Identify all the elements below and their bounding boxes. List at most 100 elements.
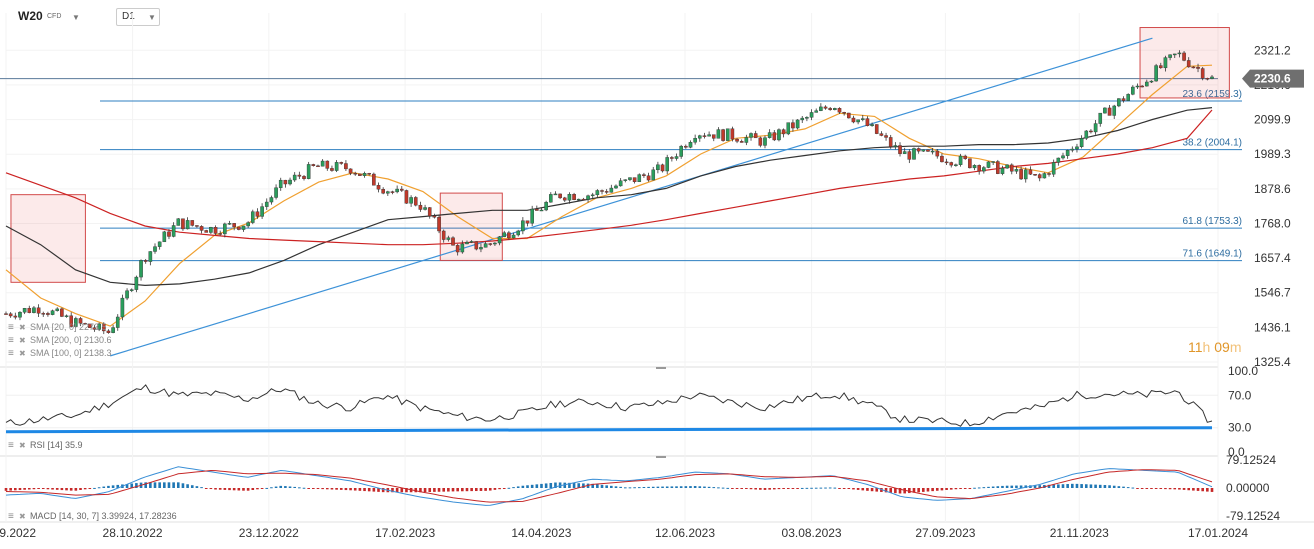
indicator-legend-item: SMA [100, 0] 2138.3 [30,348,112,358]
macd-histogram-bar [577,483,581,488]
candle-body [1070,148,1075,151]
candle-body [521,220,525,232]
macd-histogram-bar [516,486,520,488]
candle-body [656,164,660,171]
candle-body [847,112,851,119]
countdown-timer: 11h 09m [1188,339,1241,355]
macd-histogram-bar [707,486,711,488]
macd-histogram-bar [1178,488,1181,490]
macd-histogram-bar [861,488,865,491]
macd-indicator [4,466,1214,506]
close-icon: ✖ [19,512,26,521]
candle-body [791,122,795,129]
macd-histogram-bar [782,488,785,489]
candle-body [195,225,199,227]
candle-body [711,134,716,139]
candle-body [581,198,586,201]
candle-body [600,190,604,192]
candle-body [190,220,195,226]
candle-body [4,313,8,315]
macd-histogram-bar [838,488,841,489]
candle-body [982,167,986,172]
candle-body [153,246,157,252]
candle-body [1075,146,1079,150]
candle-body [977,165,981,172]
candle-body [36,307,41,314]
candle-body [735,138,739,142]
macd-histogram-bar [228,488,231,491]
macd-histogram-bar [1210,488,1214,492]
macd-histogram-bar [9,488,12,491]
candle-body [772,132,777,141]
macd-histogram-bar [149,482,152,488]
macd-histogram-bar [884,488,888,493]
timeframe-selector[interactable]: D1 ▼ [116,8,160,26]
macd-histogram-bar [1047,484,1051,488]
macd-histogram-bar [889,488,893,493]
candle-body [1014,169,1019,172]
macd-histogram-bar [428,488,432,492]
candle-body [157,241,162,247]
candle-body [544,201,548,211]
macd-histogram-bar [1038,485,1042,488]
macd-histogram-bar [875,488,879,492]
macd-histogram-bar [908,488,911,494]
candle-body [92,327,97,330]
candle-body [162,231,167,243]
candle-body [991,161,995,163]
macd-histogram-bar [912,488,916,493]
time-axis-label: 06.09.2022 [0,526,36,540]
macd-histogram-bar [377,488,380,492]
candle-body [264,201,269,207]
rsi-axis-label: 70.0 [1228,388,1252,402]
candle-body [8,313,13,317]
candle-body [413,197,418,206]
macd-histogram-bar [484,488,487,491]
symbol-label[interactable]: W20 [18,9,43,23]
macd-histogram-bar [1019,485,1023,488]
macd-histogram-bar [107,485,110,488]
candle-body [74,318,78,327]
macd-histogram-bar [55,488,59,490]
candle-body [32,307,36,313]
macd-histogram-bar [32,488,36,490]
macd-histogram-bar [498,488,501,490]
candle-body [1000,167,1005,174]
macd-histogram-bar [190,485,194,488]
macd-histogram-bar [665,486,669,488]
candle-body [283,179,288,185]
candle-body [288,179,292,185]
macd-histogram-bar [288,486,292,488]
macd-histogram-bar [833,487,837,489]
candle-body [888,137,893,147]
candle-body [902,151,907,154]
macd-histogram-bar [1196,488,1200,491]
candle-body [134,276,139,290]
candle-body [753,133,758,139]
macd-histogram-bar [544,483,548,488]
candle-body [1061,155,1065,159]
caret-down-icon[interactable]: ▼ [72,13,80,22]
candle-body [330,168,334,171]
candle-body [716,129,721,139]
macd-label: MACD [14, 30, 7] 3.39924, 17.28236 [30,511,177,521]
macd-histogram-bar [93,487,96,489]
candle-body [1028,169,1033,175]
candle-body [204,230,209,233]
macd-histogram-bar [824,487,827,489]
candle-body [1186,60,1191,68]
macd-histogram-bar [307,488,310,489]
candle-body [646,175,651,181]
macd-histogram-bar [1164,488,1167,490]
macd-histogram-bar [65,488,68,491]
macd-histogram-bar [745,488,748,489]
candle-body [455,245,460,253]
candle-body [1121,98,1126,101]
macd-histogram-bar [330,488,334,490]
macd-histogram-bar [1075,483,1079,488]
candle-body [1056,157,1061,163]
macd-histogram-bar [740,488,744,489]
macd-histogram-bar [623,487,627,489]
macd-histogram-bar [605,485,608,488]
